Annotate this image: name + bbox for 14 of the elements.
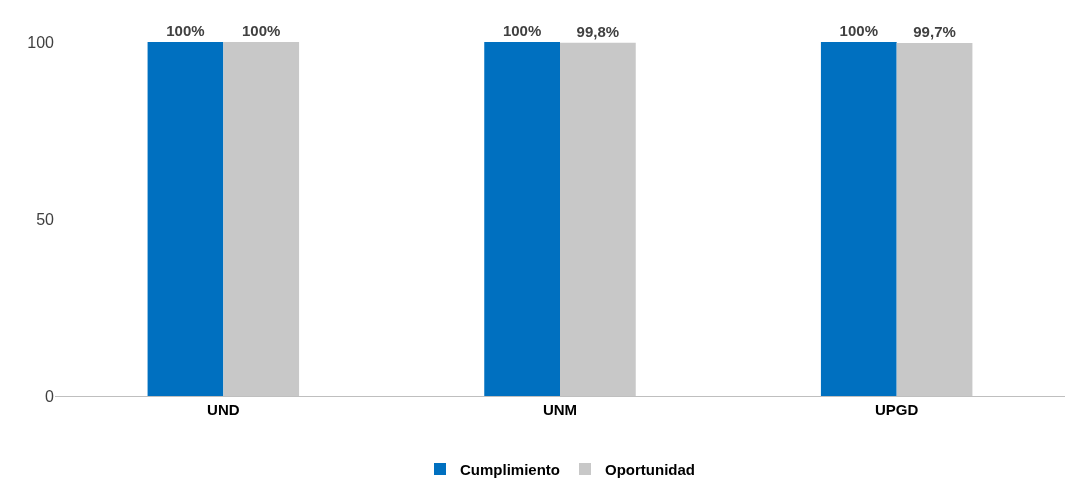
data-label: 100% [502,22,542,39]
data-label: 100% [166,22,205,39]
data-label: 100% [839,22,878,39]
y-tick-label: 100 [27,33,55,51]
data-label: 99,8% [576,22,620,40]
y-tick-label: 0 [45,387,55,405]
legend-label: Oportunidad [605,460,695,478]
y-tick-label: 50 [36,210,55,228]
legend-label: Cumplimiento [460,460,560,478]
data-label: 100% [242,22,281,39]
x-tick-label: UPGD [875,401,919,418]
x-tick-label: UND [207,401,240,418]
x-tick-label: UNM [542,401,578,418]
data-label: 99,7% [913,23,956,41]
